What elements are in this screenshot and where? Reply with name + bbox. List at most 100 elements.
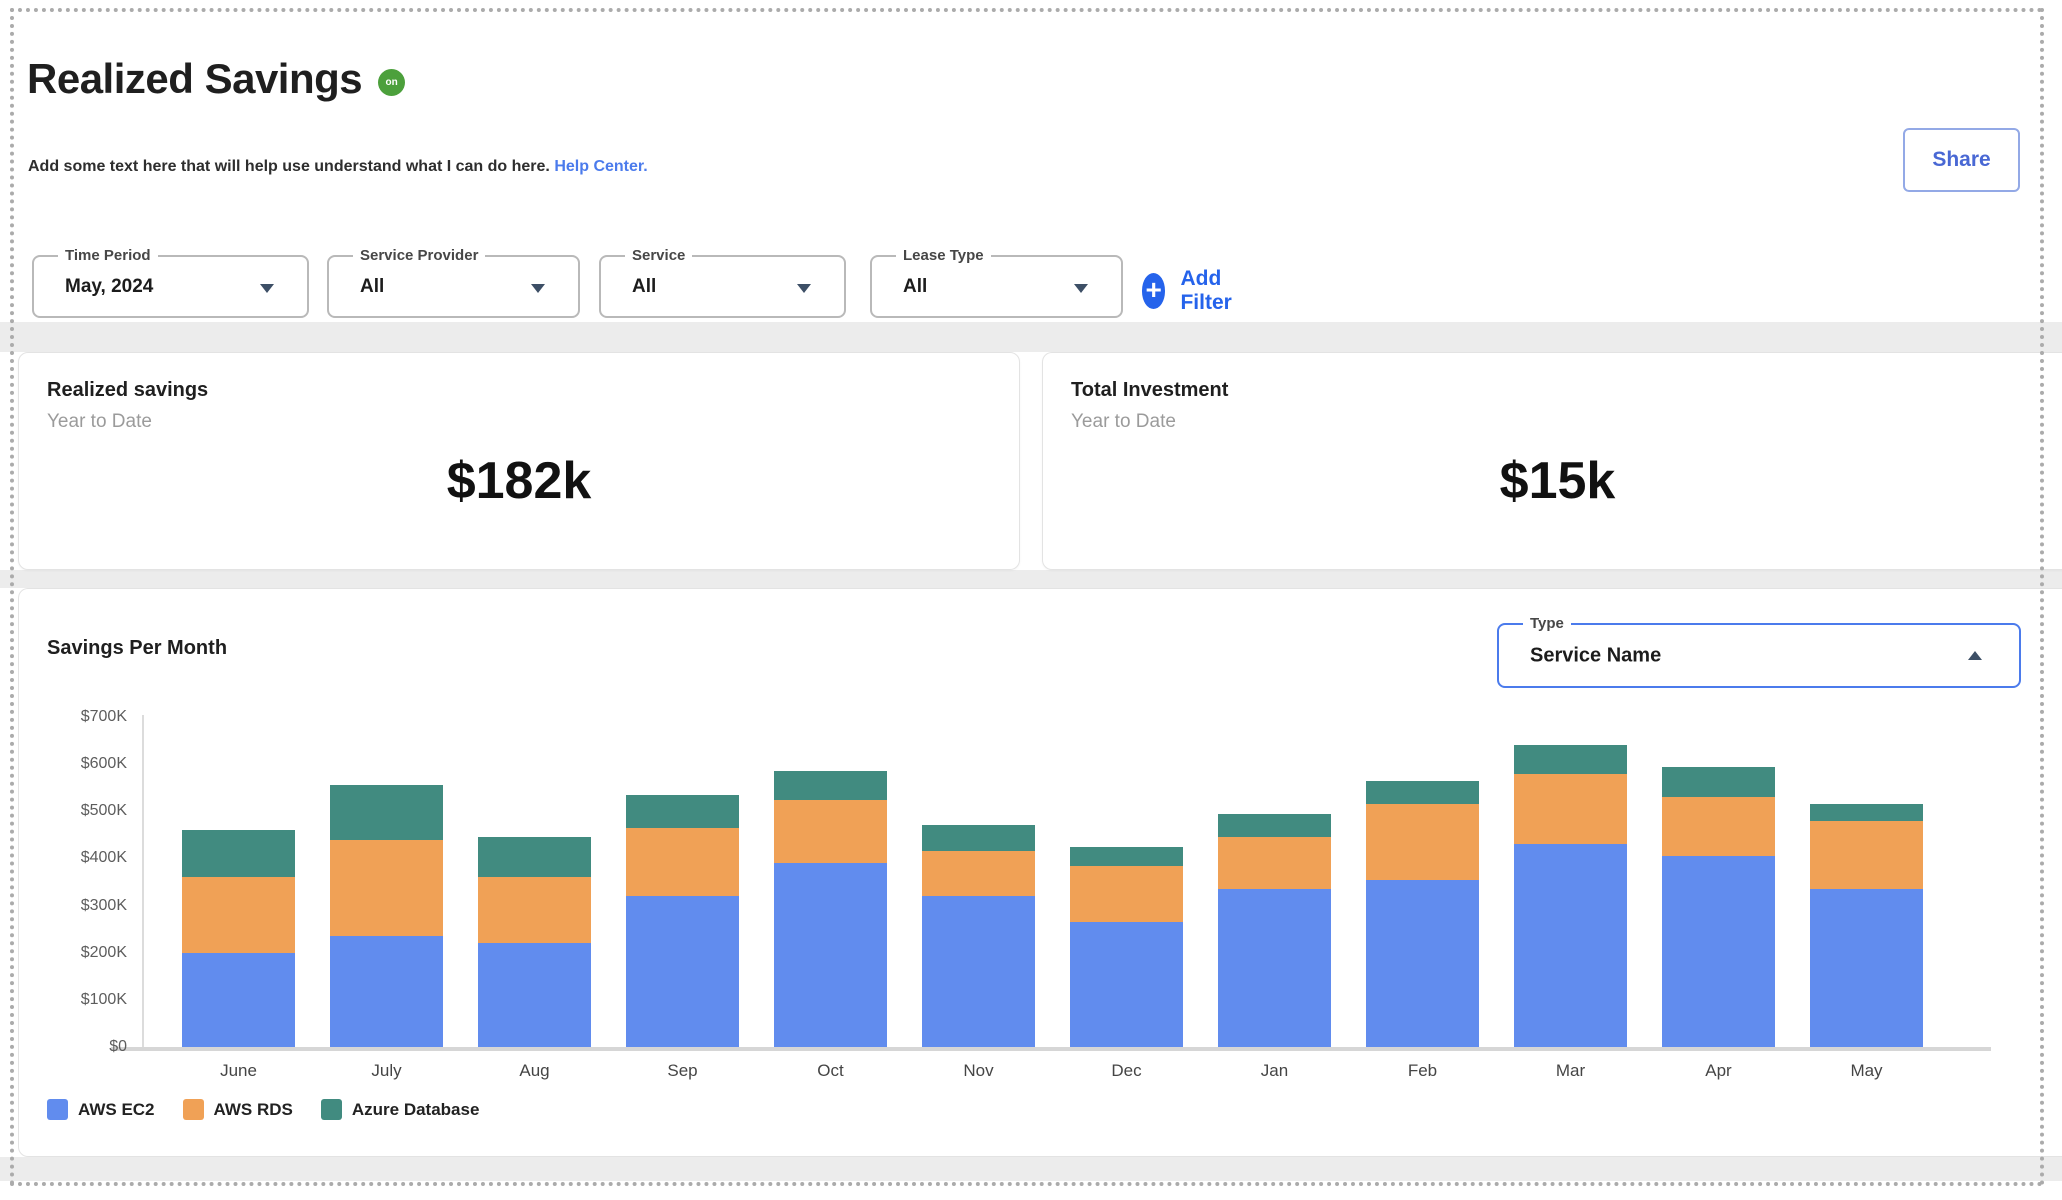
y-axis-tick-label: $200K bbox=[80, 943, 127, 961]
bar-segment-aws-rds bbox=[1810, 820, 1923, 890]
bar-segment-aws-rds bbox=[1218, 837, 1331, 890]
bar-segment-aws-ec2 bbox=[478, 943, 591, 1047]
legend-swatch bbox=[320, 1099, 342, 1120]
type-filter-dropdown[interactable]: Type Service Name bbox=[1497, 615, 2021, 688]
bar-segment-aws-rds bbox=[922, 851, 1035, 897]
realized-savings-card: Realized savings Year to Date $182k bbox=[18, 352, 1020, 570]
service-filter[interactable]: Service All bbox=[599, 247, 846, 318]
legend-item-aws-rds[interactable]: AWS RDS bbox=[182, 1099, 293, 1120]
bar-segment-azure-database bbox=[182, 830, 295, 878]
add-filter-button[interactable]: + Add Filter bbox=[1142, 267, 1244, 315]
bar-segment-azure-database bbox=[1810, 804, 1923, 821]
bar-segment-aws-ec2 bbox=[330, 936, 443, 1047]
chevron-down-icon bbox=[531, 283, 545, 293]
x-axis-label: Aug bbox=[519, 1061, 550, 1080]
chart-legend: AWS EC2 AWS RDS Azure Database bbox=[47, 1099, 479, 1120]
bar-segment-aws-ec2 bbox=[1514, 844, 1627, 1047]
legend-label: AWS RDS bbox=[213, 1099, 293, 1119]
filter-label: Type bbox=[1523, 615, 1571, 632]
bar-segment-aws-ec2 bbox=[626, 896, 739, 1047]
y-axis-tick-label: $0 bbox=[109, 1038, 127, 1055]
bar-segment-aws-rds bbox=[1366, 804, 1479, 880]
lease-type-filter[interactable]: Lease Type All bbox=[870, 247, 1123, 318]
kpi-title: Realized savings bbox=[47, 379, 209, 401]
bar-segment-aws-ec2 bbox=[182, 952, 295, 1047]
bar-segment-aws-rds bbox=[478, 877, 591, 944]
bar-segment-aws-rds bbox=[1662, 797, 1775, 857]
bar-segment-azure-database bbox=[922, 825, 1035, 852]
y-axis-tick-label: $300K bbox=[80, 896, 127, 914]
section-divider bbox=[0, 570, 2062, 588]
bar-segment-azure-database bbox=[478, 837, 591, 878]
y-axis-tick-label: $700K bbox=[80, 708, 127, 725]
kpi-title: Total Investment bbox=[1071, 379, 1229, 401]
legend-label: AWS EC2 bbox=[78, 1099, 155, 1119]
on-status-badge: on bbox=[378, 68, 406, 96]
kpi-period: Year to Date bbox=[47, 411, 152, 432]
service-provider-filter[interactable]: Service Provider All bbox=[327, 247, 580, 318]
bar-segment-aws-rds bbox=[182, 877, 295, 953]
total-investment-card: Total Investment Year to Date $15k bbox=[1042, 352, 2062, 570]
time-period-filter[interactable]: Time Period May, 2024 bbox=[32, 247, 309, 318]
header-section: Realized Savings on Add some text here t… bbox=[12, 10, 2048, 322]
x-axis-label: May bbox=[1850, 1061, 1883, 1080]
x-axis-label: June bbox=[220, 1061, 257, 1080]
filter-value: May, 2024 bbox=[65, 275, 154, 297]
x-axis-label: Apr bbox=[1705, 1061, 1732, 1080]
bar-segment-azure-database bbox=[1662, 766, 1775, 798]
x-axis-label: Jan bbox=[1260, 1061, 1289, 1080]
stacked-bar-plot: June July Aug Sep Oct Nov Dec Jan Feb Mar Apr May bbox=[142, 717, 2002, 1080]
bar-segment-aws-ec2 bbox=[1218, 889, 1331, 1047]
filter-value: All bbox=[903, 275, 928, 297]
bar-segment-azure-database bbox=[1218, 813, 1331, 838]
filter-value: All bbox=[360, 275, 385, 297]
bar-segment-aws-rds bbox=[774, 799, 887, 864]
legend-item-aws-ec2[interactable]: AWS EC2 bbox=[47, 1099, 155, 1120]
add-filter-label: Add Filter bbox=[1180, 267, 1232, 314]
bar-segment-azure-database bbox=[1514, 745, 1627, 774]
bar-segment-aws-rds bbox=[1514, 773, 1627, 845]
filter-label: Service bbox=[625, 247, 693, 264]
bar-segment-aws-ec2 bbox=[1810, 889, 1923, 1047]
x-axis-label: Nov bbox=[963, 1061, 994, 1080]
savings-per-month-card: Savings Per Month Type Service Name $0 $1… bbox=[18, 588, 2062, 1157]
legend-item-azure-database[interactable]: Azure Database bbox=[320, 1099, 480, 1120]
bar-segment-aws-rds bbox=[1070, 865, 1183, 923]
bar-segment-azure-database bbox=[774, 771, 887, 800]
bar-segment-aws-ec2 bbox=[774, 863, 887, 1047]
chevron-down-icon bbox=[797, 283, 811, 293]
chevron-down-icon bbox=[260, 283, 274, 293]
legend-label: Azure Database bbox=[351, 1099, 480, 1119]
page-description: Add some text here that will help use un… bbox=[28, 158, 648, 176]
bar-segment-azure-database bbox=[330, 785, 443, 840]
legend-swatch bbox=[47, 1099, 68, 1120]
x-axis-label: Oct bbox=[817, 1061, 844, 1080]
plus-icon: + bbox=[1142, 273, 1166, 309]
y-axis-line bbox=[142, 715, 144, 1049]
page-title: Realized Savings bbox=[27, 55, 363, 102]
bar-segment-aws-rds bbox=[626, 827, 739, 897]
bar-segment-aws-ec2 bbox=[1070, 922, 1183, 1047]
chevron-down-icon bbox=[1074, 283, 1088, 293]
bar-segment-azure-database bbox=[1070, 846, 1183, 866]
legend-swatch bbox=[182, 1099, 204, 1120]
kpi-value: $182k bbox=[446, 452, 592, 510]
help-center-link[interactable]: Help Center. bbox=[554, 158, 648, 175]
kpi-value: $15k bbox=[1499, 452, 1616, 510]
section-divider bbox=[0, 322, 2062, 352]
y-axis-tick-label: $100K bbox=[80, 990, 127, 1008]
x-axis-line bbox=[111, 1047, 1991, 1051]
description-text: Add some text here that will help use un… bbox=[28, 158, 550, 175]
section-divider bbox=[0, 1157, 2062, 1181]
bar-segment-aws-rds bbox=[330, 839, 443, 937]
kpi-period: Year to Date bbox=[1071, 411, 1176, 432]
filter-label: Service Provider bbox=[353, 247, 486, 264]
y-axis-tick-label: $600K bbox=[80, 755, 127, 773]
bar-segment-azure-database bbox=[626, 794, 739, 828]
share-button[interactable]: Share bbox=[1903, 128, 2020, 192]
chevron-up-icon bbox=[1968, 650, 1982, 660]
filter-value: Service Name bbox=[1530, 644, 1662, 666]
x-axis-label: July bbox=[371, 1061, 402, 1080]
filter-label: Lease Type bbox=[896, 247, 991, 264]
